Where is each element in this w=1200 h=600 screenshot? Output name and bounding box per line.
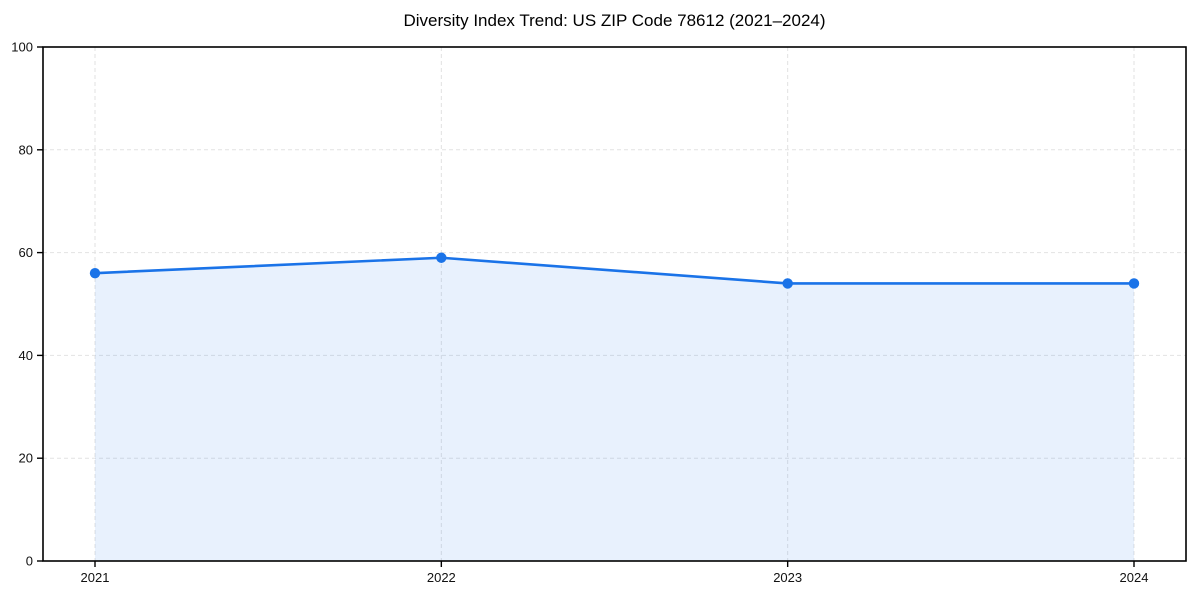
data-point-marker <box>782 278 793 289</box>
trend-line <box>93 256 1136 285</box>
y-tick-label: 40 <box>19 348 33 363</box>
y-tick-label: 60 <box>19 245 33 260</box>
area-fill <box>95 257 1134 561</box>
y-tick-label: 100 <box>11 40 33 55</box>
x-tick-label: 2023 <box>773 570 802 585</box>
data-point-marker <box>1128 278 1140 289</box>
x-tick-label: 2024 <box>1120 570 1149 585</box>
x-tick-label: 2022 <box>427 570 456 585</box>
x-tick-label: 2021 <box>81 570 110 585</box>
y-tick-label: 20 <box>19 451 33 466</box>
y-tick-label: 0 <box>26 554 33 569</box>
data-point-marker <box>436 252 447 263</box>
chart-title: Diversity Index Trend: US ZIP Code 78612… <box>403 11 826 30</box>
plot-border <box>42 46 1187 562</box>
data-point-marker <box>89 267 101 279</box>
y-tick-label: 80 <box>19 142 33 157</box>
